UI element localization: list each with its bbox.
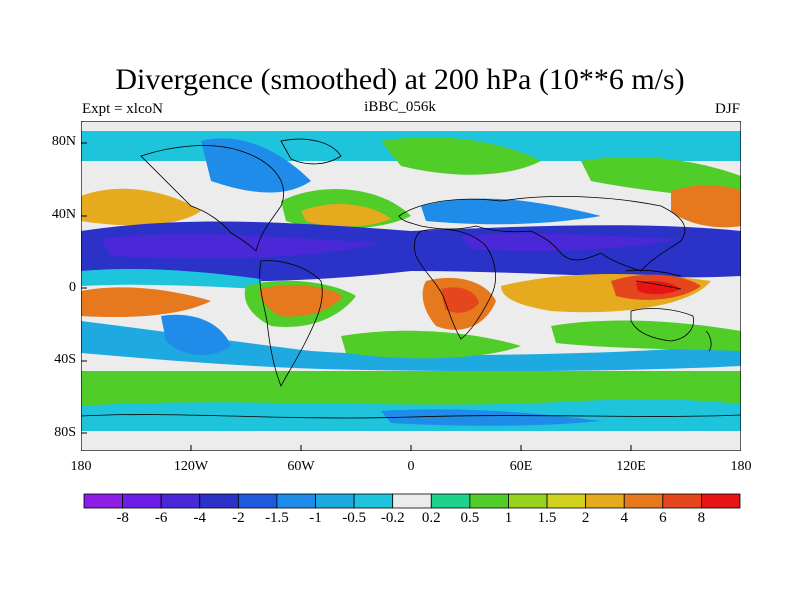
coastlines (81, 138, 741, 419)
field-med-blue (421, 198, 601, 225)
colorbar-swatch (160, 493, 201, 509)
lon-label-0: 0 (407, 459, 415, 474)
lon-label-180e: 180 (730, 459, 752, 474)
field-south-green-2 (551, 320, 741, 351)
colorbar-label: -6 (154, 510, 168, 526)
colorbar-label: -1.5 (265, 510, 289, 526)
field-tropical-purple (101, 234, 381, 259)
colorbar-label: 8 (697, 510, 706, 526)
colorbar-label: 0.2 (421, 510, 441, 526)
field-epac-orange (81, 287, 211, 318)
colorbar-swatch (392, 493, 432, 509)
field-south-cyan (81, 321, 741, 372)
lon-label-120w: 120W (173, 459, 209, 474)
colorbar-label: -4 (193, 510, 207, 526)
colorbar-swatch (508, 493, 548, 509)
colorbar-swatch (276, 493, 316, 509)
lat-label-80n: 80N (51, 134, 76, 149)
colorbar-swatch (623, 493, 664, 509)
lon-label-60w: 60W (287, 459, 315, 474)
colorbar-label: -0.2 (380, 510, 405, 526)
colorbar-label: -2 (232, 510, 245, 526)
colorbar-label: 1.5 (537, 510, 557, 526)
experiment-label: Expt = xlcoN (82, 101, 163, 117)
run-id-label: iBBC_056k (364, 99, 436, 115)
field-wpac-orange (671, 185, 741, 228)
colorbar-swatch (430, 493, 471, 509)
colorbar-swatch (353, 493, 394, 509)
colorbar-label: 0.5 (460, 510, 480, 526)
field-npac-orange (81, 188, 201, 226)
colorbar-swatch (237, 493, 278, 509)
field-warmpool-core (636, 281, 681, 295)
colorbar-label: -1 (309, 510, 322, 526)
colorbar-label: 6 (659, 510, 667, 526)
colorbar-label: 4 (620, 510, 628, 526)
field-tropical-cyan (81, 268, 261, 289)
colorbar-label: 2 (581, 510, 590, 526)
colorbar-swatch (122, 493, 162, 509)
field-north-blue (201, 138, 311, 193)
colorbar-swatch (546, 493, 587, 509)
colorbar-label: 1 (504, 510, 513, 526)
colorbar-swatch (662, 493, 702, 509)
colorbar-label: -0.5 (342, 510, 366, 526)
lon-label-60e: 60E (509, 459, 533, 474)
colorbar-swatch (199, 493, 239, 509)
colorbar (83, 493, 741, 509)
colorbar-label: -8 (116, 510, 129, 526)
field-southern-blue (381, 409, 601, 426)
lat-label-0: 0 (69, 280, 76, 295)
field-africa-red (441, 287, 479, 313)
lon-label-180w: 180 (70, 459, 92, 474)
colorbar-swatch (83, 493, 123, 509)
lat-label-40n: 40N (51, 207, 76, 222)
colorbar-swatch (585, 493, 625, 509)
colorbar-swatch (701, 493, 741, 509)
field-south-green (341, 330, 521, 359)
chart-title: Divergence (smoothed) at 200 hPa (10**6 … (115, 63, 685, 96)
field-south-blue (161, 314, 231, 356)
field-tropical-purple-2 (461, 233, 681, 251)
season-label: DJF (714, 101, 740, 117)
lat-label-80s: 80S (54, 425, 76, 440)
colorbar-swatch (315, 493, 355, 509)
colorbar-swatch (469, 493, 509, 509)
lon-label-120e: 120E (616, 459, 646, 474)
lat-label-40s: 40S (54, 352, 76, 367)
field-natl-orange (301, 204, 391, 227)
divergence-map (81, 121, 741, 451)
field-north-green (381, 137, 541, 175)
